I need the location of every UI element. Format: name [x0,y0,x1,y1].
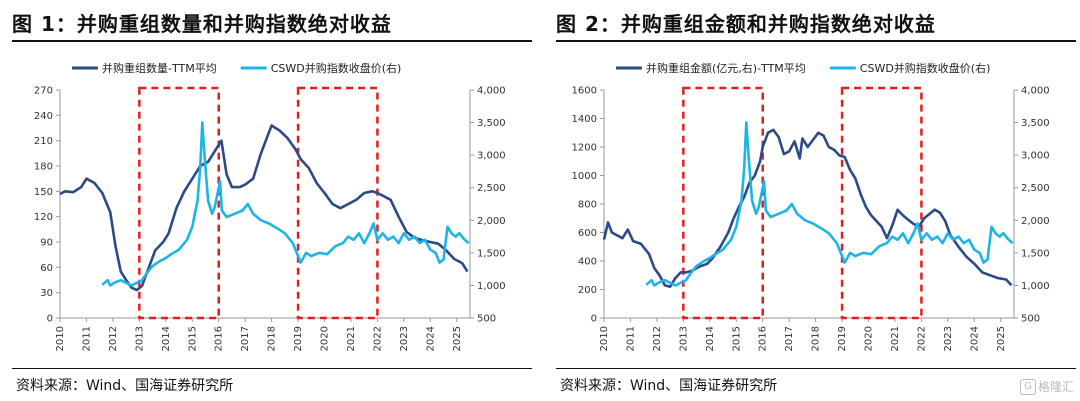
x-tick-label: 2016 [758,326,769,351]
chart-area: 0 30 60 90 120 150 180 210 240 270 500 1,000 1,500 2,… [0,48,536,366]
x-tick-label: 2015 [731,326,742,351]
legend-label: 并购重组金额(亿元,右)-TTM平均 [646,61,806,75]
left-tick-label: 270 [34,86,53,97]
x-tick-label: 2015 [187,326,198,351]
x-tick-label: 2018 [267,326,278,351]
x-tick-label: 2012 [108,326,119,351]
chart-title: 图 1：并购重组数量和并购指数绝对收益 [12,12,392,36]
x-tick-label: 2022 [372,326,383,351]
source-rule [556,368,1076,369]
right-tick-label: 3,500 [1021,118,1050,129]
highlight-box [296,86,379,320]
right-tick-label: 1,500 [1021,248,1050,259]
series-line [59,124,469,292]
x-tick-label: 2017 [240,326,251,351]
x-tick-label: 2019 [837,326,848,351]
highlight-box [840,86,923,320]
right-tick-label: 4,000 [477,86,506,97]
right-tick-label: 2,000 [477,216,506,227]
x-tick-label: 2024 [969,326,980,351]
right-tick-label: 500 [1021,314,1040,325]
left-tick-label: 400 [578,257,597,268]
watermark-logo-icon: G [1019,379,1036,395]
left-tick-label: 1600 [572,86,597,97]
right-tick-label: 4,000 [1021,86,1050,97]
x-tick-label: 2024 [425,326,436,351]
left-tick-label: 150 [34,187,53,198]
x-tick-label: 2023 [943,326,954,351]
title-rule [556,40,1076,42]
x-tick-label: 2014 [705,326,716,351]
left-tick-label: 1000 [572,171,597,182]
x-tick-label: 2013 [134,326,145,351]
source-note: 资料来源：Wind、国海证券研究所 [16,378,234,394]
source-rule [12,368,532,369]
x-tick-label: 2010 [599,326,610,351]
left-tick-label: 240 [34,111,53,122]
legend-label: CSWD并购指数收盘价(右) [271,61,402,75]
highlight-box [682,86,764,320]
left-tick-label: 200 [578,285,597,296]
right-tick-label: 2,500 [1021,183,1050,194]
highlight-box [138,86,220,320]
x-tick-label: 2021 [346,326,357,351]
right-tick-label: 500 [477,314,496,325]
x-tick-label: 2012 [652,326,663,351]
watermark-text: 格隆汇 [1037,379,1074,394]
x-tick-label: 2025 [996,326,1007,351]
legend-label: 并购重组数量-TTM平均 [102,61,217,75]
chart-area: 0 200 400 600 800 1000 1200 1400 1600 500 1,000 1,5… [544,48,1080,366]
x-tick-label: 2019 [293,326,304,351]
series-line [602,128,1013,288]
x-tick-label: 2021 [890,326,901,351]
left-tick-label: 800 [578,200,597,211]
x-tick-label: 2020 [864,326,875,351]
left-tick-label: 30 [40,288,53,299]
x-tick-label: 2011 [81,326,92,351]
left-tick-label: 600 [578,228,597,239]
left-tick-label: 0 [591,314,597,325]
series-line [645,121,1014,287]
right-tick-label: 3,500 [477,118,506,129]
line-chart: 0 200 400 600 800 1000 1200 1400 1600 500 1,000 1,5… [572,61,1050,351]
right-tick-label: 1,000 [477,281,506,292]
chart-panel-right: 图 2：并购重组金额和并购指数绝对收益 0 200 400 600 800 1000 120… [544,0,1080,401]
left-tick-label: 60 [40,263,53,274]
series-line [101,121,470,287]
right-tick-label: 2,000 [1021,216,1050,227]
left-tick-label: 1200 [572,143,597,154]
right-tick-label: 2,500 [477,183,506,194]
chart-panel-left: 图 1：并购重组数量和并购指数绝对收益 0 30 60 90 120 150 180 210 2… [0,0,536,401]
left-tick-label: 180 [34,162,53,173]
title-rule [12,40,532,42]
left-tick-label: 1400 [572,114,597,125]
chart-title: 图 2：并购重组金额和并购指数绝对收益 [556,12,936,36]
x-tick-label: 2016 [214,326,225,351]
x-tick-label: 2010 [55,326,66,351]
x-tick-label: 2018 [811,326,822,351]
x-tick-label: 2022 [916,326,927,351]
x-tick-label: 2025 [452,326,463,351]
x-tick-label: 2014 [161,326,172,351]
right-tick-label: 1,000 [1021,281,1050,292]
left-tick-label: 0 [47,314,53,325]
right-tick-label: 3,000 [477,151,506,162]
watermark: G 格隆汇 [1019,378,1074,395]
legend-label: CSWD并购指数收盘价(右) [860,61,991,75]
x-tick-label: 2020 [320,326,331,351]
left-tick-label: 90 [40,238,53,249]
x-tick-label: 2017 [784,326,795,351]
line-chart: 0 30 60 90 120 150 180 210 240 270 500 1,000 1,500 2,… [34,61,506,351]
left-tick-label: 120 [34,212,53,223]
x-tick-label: 2013 [678,326,689,351]
x-tick-label: 2023 [399,326,410,351]
left-tick-label: 210 [34,136,53,147]
right-tick-label: 3,000 [1021,151,1050,162]
right-tick-label: 1,500 [477,248,506,259]
x-tick-label: 2011 [625,326,636,351]
source-note: 资料来源：Wind、国海证券研究所 [560,378,778,394]
